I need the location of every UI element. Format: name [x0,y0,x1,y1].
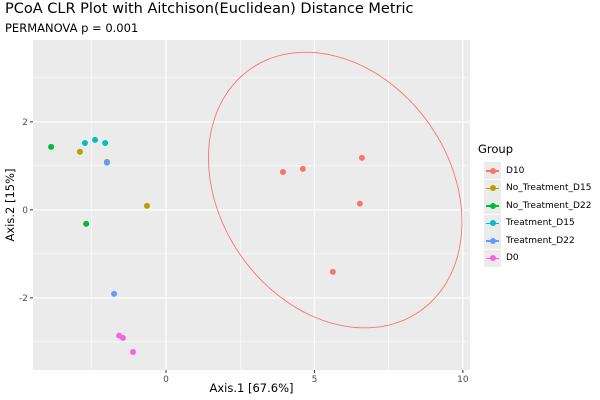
x-tick-label: 0 [163,375,169,385]
data-point-no-treatment-d22 [48,143,55,150]
legend-title: Group [478,142,514,156]
y-tick-label: -2 [19,294,28,304]
legend-item: Treatment_D15 [478,214,591,233]
data-point-no-treatment-d15 [76,148,83,155]
data-point-no-treatment-d15 [144,202,150,209]
y-tick-label: 0 [22,206,28,216]
data-point-d10 [279,169,286,175]
legend-label: No_Treatment_D15 [506,183,592,194]
chart-title: PCoA CLR Plot with Aitchison(Euclidean) … [5,1,414,17]
legend-item: D0 [478,249,591,268]
data-point-treatment-d22 [103,159,110,166]
legend-item: No_Treatment_D15 [478,179,592,198]
legend-item: No_Treatment_D22 [478,197,591,215]
legend-key-icon [484,179,501,197]
data-point-d10 [356,200,363,207]
data-point-d10 [358,154,365,161]
legend-item: D10 [478,162,591,180]
chart-subtitle: PERMANOVA p = 0.001 [5,21,139,35]
data-point-d0 [119,334,126,341]
legend-label: No_Treatment_D22 [506,200,592,211]
legend-key-icon [484,197,501,215]
y-tick-label: 2 [22,118,28,128]
y-axis-label: Axis.2 [15%] [3,168,17,241]
data-point-treatment-d22 [111,290,118,297]
legend-key-icon [484,162,501,180]
legend-label: Treatment_D22 [506,235,575,246]
legend-label: Treatment_D15 [506,218,575,229]
x-tick-label: 10 [457,375,469,385]
legend-label: D0 [506,253,519,264]
legend-item: Treatment_D22 [478,232,591,250]
data-point-d10 [329,268,336,275]
legend-label: D10 [506,165,525,176]
x-axis-label: Axis.1 [67.6%] [210,381,294,395]
legend-key-icon [484,249,501,267]
data-point-treatment-d15 [102,139,109,146]
data-point-treatment-d15 [81,139,88,146]
legend-key-icon [484,214,501,232]
x-tick-label: 5 [312,375,318,385]
data-point-no-treatment-d22 [83,220,90,227]
data-point-d10 [299,165,306,172]
data-point-treatment-d15 [92,136,99,143]
legend-key-icon [484,232,501,250]
confidence-ellipse-d10 [208,51,463,329]
data-point-d0 [130,348,137,355]
plot-panel [33,40,470,370]
legend: Group D10 No_Treatment_D15 No_Treatment_D2… [478,142,591,267]
